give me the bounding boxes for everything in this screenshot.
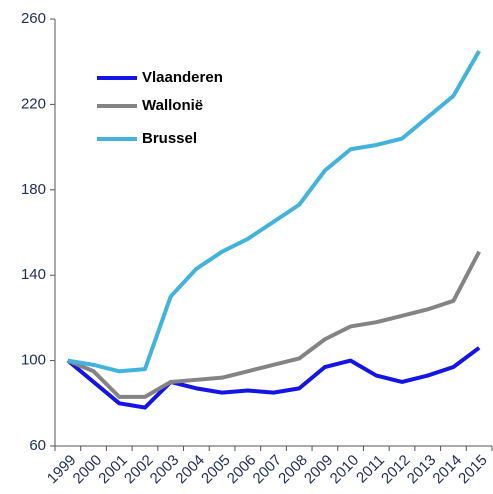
- y-tick-label: 60: [29, 437, 46, 454]
- y-tick-label: 140: [21, 266, 46, 283]
- y-tick-label: 100: [21, 352, 46, 369]
- y-tick-label: 260: [21, 10, 46, 27]
- y-tick-label: 180: [21, 181, 46, 198]
- y-tick-label: 220: [21, 95, 46, 112]
- x-tick-label: 2015: [455, 452, 491, 488]
- legend-label: Wallonië: [142, 97, 203, 114]
- series-line: [66, 346, 481, 410]
- legend-label: Vlaanderen: [142, 69, 223, 86]
- series-line: [67, 250, 481, 399]
- legend-label: Brussel: [142, 130, 197, 147]
- series-line: [67, 50, 481, 374]
